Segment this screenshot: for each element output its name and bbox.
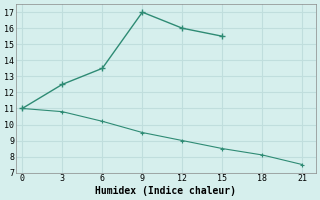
X-axis label: Humidex (Indice chaleur): Humidex (Indice chaleur): [95, 186, 236, 196]
